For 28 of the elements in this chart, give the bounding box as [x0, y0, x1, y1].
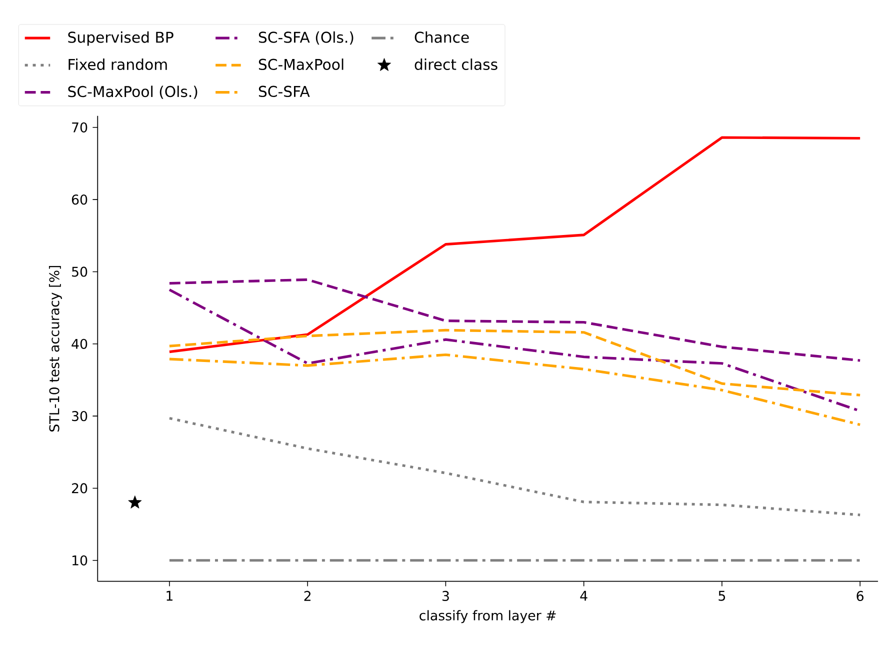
line-series	[168, 136, 862, 354]
legend-label: SC-MaxPool (Ols.)	[68, 86, 198, 100]
y-tick-label: 40	[72, 339, 88, 350]
line-series	[168, 278, 862, 362]
y-tick-label: 70	[72, 122, 88, 133]
line-series	[168, 417, 862, 516]
x-tick-label: 5	[718, 591, 726, 602]
legend-label: Fixed random	[68, 58, 167, 70]
x-axis-title: classify from layer #	[420, 610, 556, 624]
legend-label: SC-MaxPool	[258, 58, 344, 70]
x-tick-label: 2	[304, 591, 310, 602]
y-tick-label: 10	[72, 555, 88, 566]
legend-label: SC-SFA	[258, 86, 310, 98]
x-tick-label: 1	[166, 591, 172, 601]
y-tick-label: 60	[72, 194, 88, 205]
legend-label: Chance	[414, 32, 469, 44]
y-axis-title: STL-10 test accuracy [%]	[48, 266, 62, 432]
legend-label: SC-SFA (Ols.)	[258, 32, 354, 45]
y-tick-label: 30	[72, 411, 88, 422]
y-tick-label: 50	[72, 266, 88, 277]
x-tick-label: 6	[856, 591, 864, 602]
legend-label: direct class	[414, 58, 498, 70]
line-series	[168, 354, 862, 426]
y-tick-label: 20	[72, 483, 88, 494]
line-series	[168, 329, 862, 397]
x-tick-label: 4	[580, 591, 588, 601]
legend-label: Supervised BP	[68, 32, 174, 46]
x-tick-label: 3	[442, 591, 449, 602]
